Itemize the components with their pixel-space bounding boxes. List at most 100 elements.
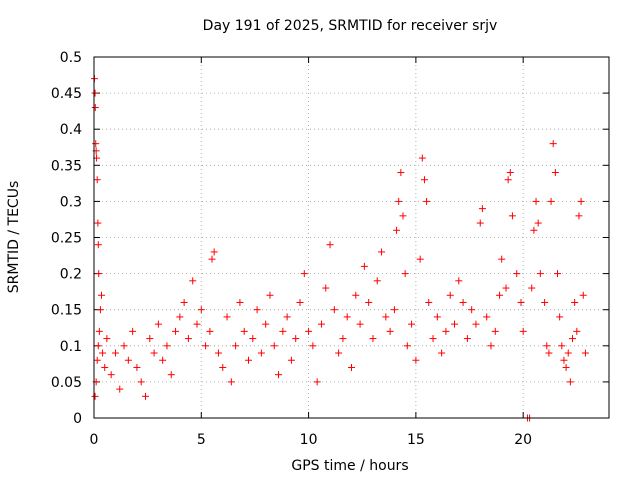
- data-point: [219, 363, 227, 371]
- y-tick-label: 0.3: [60, 194, 82, 210]
- data-point: [575, 212, 583, 220]
- data-point: [478, 205, 486, 213]
- data-point: [566, 378, 574, 386]
- y-tick-label: 0.1: [60, 339, 82, 355]
- data-point: [240, 327, 248, 335]
- data-point: [214, 349, 222, 357]
- data-point: [408, 320, 416, 328]
- data-point: [468, 306, 476, 314]
- data-point: [317, 320, 325, 328]
- data-point: [551, 169, 559, 177]
- data-point: [581, 349, 589, 357]
- y-axis-label: SRMTID / TECUs: [6, 181, 22, 294]
- y-tick-label: 0.15: [51, 303, 82, 319]
- data-point: [569, 335, 577, 343]
- x-axis-label: GPS time / hours: [291, 458, 408, 474]
- data-point: [373, 277, 381, 285]
- data-point: [137, 378, 145, 386]
- data-point: [541, 298, 549, 306]
- data-point: [543, 342, 551, 350]
- data-point: [577, 197, 585, 205]
- data-point: [491, 327, 499, 335]
- data-point: [360, 262, 368, 270]
- data-point: [95, 327, 103, 335]
- data-point: [163, 342, 171, 350]
- data-point: [549, 140, 557, 148]
- data-point: [142, 392, 149, 400]
- data-point: [279, 327, 287, 335]
- data-point: [146, 335, 154, 343]
- data-point: [442, 327, 450, 335]
- data-point: [519, 327, 527, 335]
- data-point: [296, 298, 304, 306]
- y-tick-label: 0.25: [51, 231, 82, 247]
- data-point: [487, 342, 495, 350]
- data-point: [532, 197, 540, 205]
- data-point: [124, 356, 132, 364]
- y-tick-label: 0.05: [51, 375, 82, 391]
- data-point: [172, 327, 180, 335]
- data-point: [98, 291, 106, 299]
- data-point: [91, 104, 99, 112]
- data-point: [438, 349, 446, 357]
- data-point: [433, 313, 441, 321]
- data-point: [382, 313, 390, 321]
- data-point: [180, 298, 188, 306]
- data-point: [558, 342, 566, 350]
- data-point: [508, 212, 516, 220]
- data-points: [90, 75, 589, 422]
- data-point: [571, 298, 579, 306]
- data-point: [564, 349, 572, 357]
- data-point: [502, 284, 510, 292]
- data-point: [208, 255, 216, 263]
- data-point: [459, 298, 467, 306]
- data-point: [483, 313, 491, 321]
- data-point: [322, 284, 330, 292]
- data-point: [197, 306, 205, 314]
- data-point: [451, 320, 458, 328]
- data-point: [91, 392, 99, 400]
- data-point: [232, 342, 240, 350]
- data-point: [446, 291, 454, 299]
- data-point: [96, 306, 104, 314]
- data-point: [560, 356, 568, 364]
- data-point: [92, 140, 100, 148]
- data-point: [262, 320, 270, 328]
- data-point: [530, 226, 538, 234]
- data-point: [429, 335, 437, 343]
- data-point: [326, 241, 334, 249]
- data-point: [352, 291, 360, 299]
- data-point: [356, 320, 364, 328]
- y-tick-label: 0.2: [60, 267, 82, 283]
- data-point: [94, 342, 102, 350]
- data-point: [223, 313, 231, 321]
- data-point: [107, 371, 115, 379]
- data-point: [283, 313, 291, 321]
- x-tick-label: 15: [407, 432, 425, 448]
- data-point: [236, 298, 244, 306]
- data-point: [390, 306, 398, 314]
- data-point: [463, 335, 471, 343]
- data-point: [116, 385, 124, 393]
- y-tick-label: 0.45: [51, 86, 82, 102]
- data-point: [418, 154, 426, 162]
- data-point: [330, 306, 338, 314]
- data-point: [476, 219, 484, 227]
- data-point: [93, 356, 101, 364]
- data-point: [472, 320, 480, 328]
- y-tick-label: 0.35: [51, 158, 82, 174]
- data-point: [93, 176, 101, 184]
- data-point: [129, 327, 137, 335]
- data-point: [573, 327, 581, 335]
- grid-lines: [94, 57, 609, 418]
- data-point: [416, 255, 424, 263]
- data-point: [378, 248, 386, 256]
- data-point: [513, 270, 521, 278]
- data-point: [305, 327, 313, 335]
- data-point: [423, 197, 431, 205]
- x-tick-label: 5: [197, 432, 206, 448]
- data-point: [245, 356, 252, 364]
- y-tick-label: 0.4: [60, 122, 82, 138]
